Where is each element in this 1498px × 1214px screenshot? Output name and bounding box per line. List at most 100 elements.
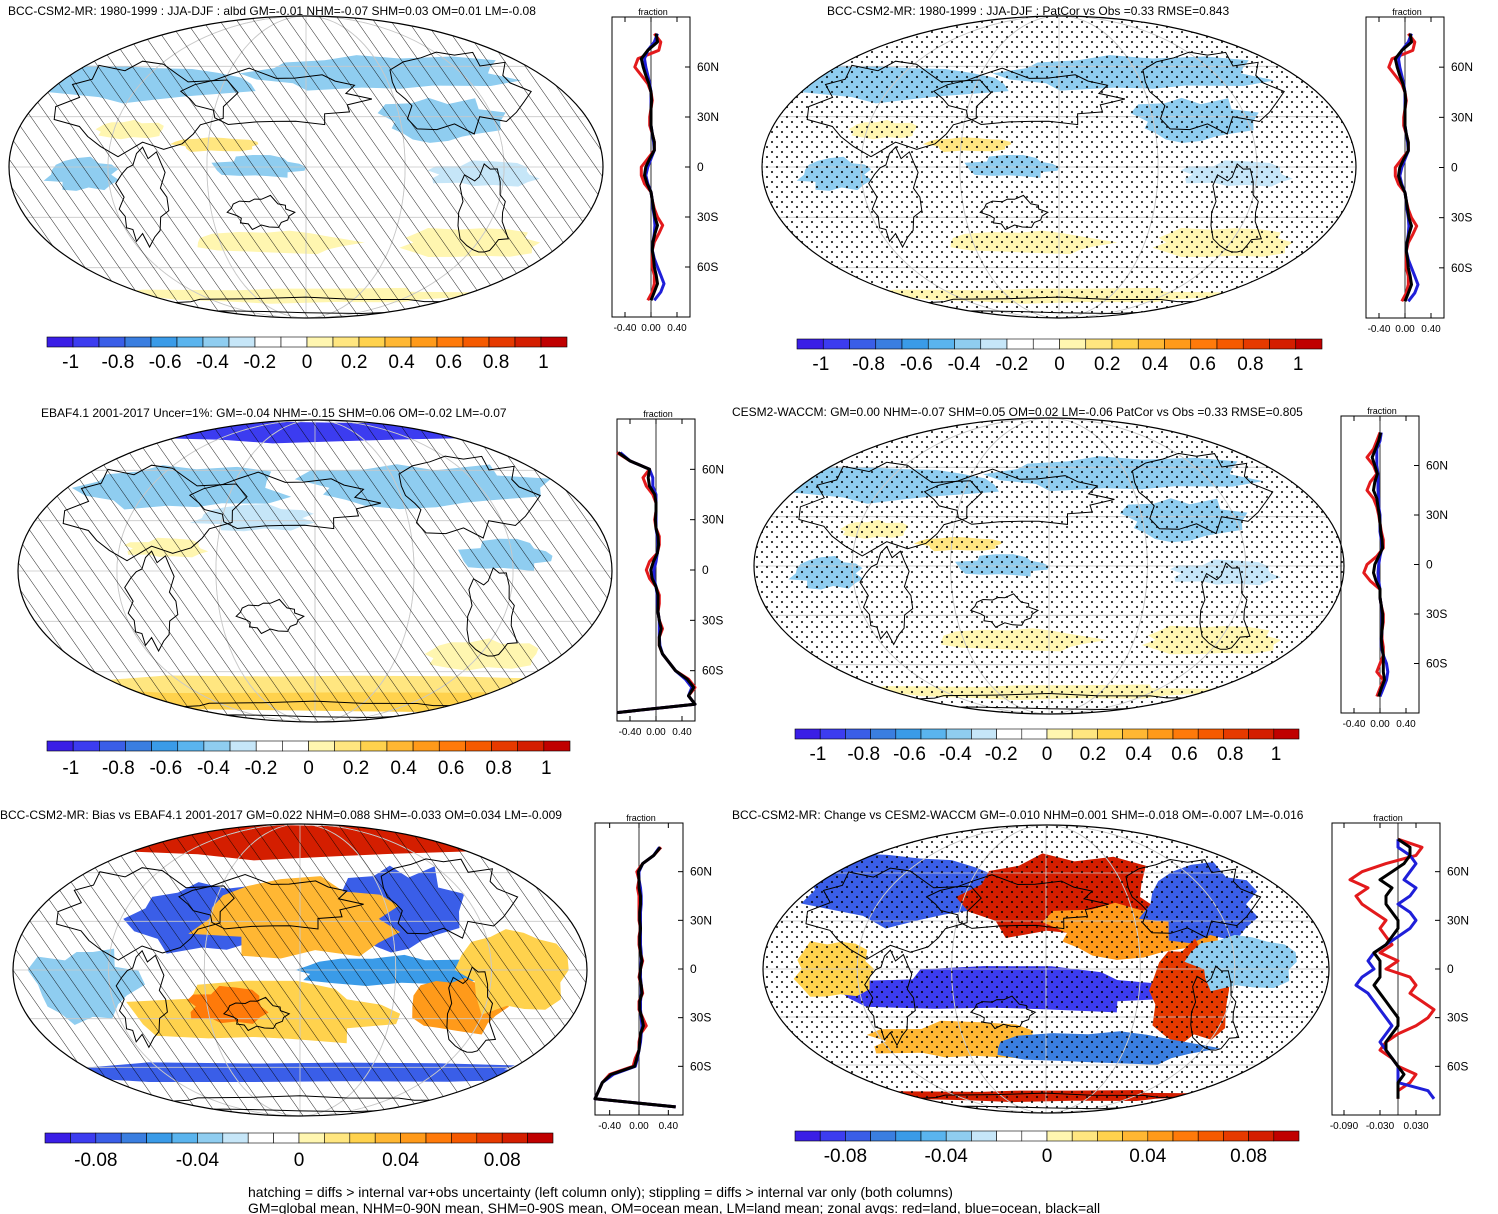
colorbar-swatch — [1172, 1130, 1199, 1142]
y-tick-label: 30N — [1426, 508, 1448, 522]
colorbar-label: 0.04 — [382, 1150, 419, 1171]
colorbar-label: -0.6 — [149, 352, 182, 373]
colorbar-swatch — [1164, 338, 1192, 350]
colorbar-label: -0.6 — [149, 758, 182, 779]
colorbar-swatch — [1273, 728, 1300, 740]
colorbar-swatch — [412, 740, 440, 752]
zonal-2: fraction 60N 30N 0 30S 60S -0.40 0.00 0.40 — [1365, 7, 1473, 335]
colorbar-label: -0.4 — [948, 354, 981, 375]
y-tick-label: 60N — [1426, 459, 1448, 473]
colorbar-label: 0.6 — [1189, 354, 1215, 375]
y-tick-label: 60N — [1447, 865, 1469, 879]
panel-5-title: BCC-CSM2-MR: Bias vs EBAF4.1 2001-2017 G… — [0, 808, 562, 822]
colorbar-swatch — [1172, 728, 1199, 740]
colorbar-swatch — [273, 1132, 300, 1144]
colorbar-swatch — [1111, 338, 1139, 350]
zonal-line-land — [593, 846, 676, 1109]
colorbar-label: 0.8 — [483, 352, 509, 373]
colorbar-swatch — [1071, 728, 1098, 740]
colorbar-swatch — [72, 740, 100, 752]
colorbar-swatch — [98, 336, 126, 348]
colorbar-swatch — [870, 1130, 897, 1142]
colorbar-swatch — [1197, 1130, 1224, 1142]
colorbar-swatch — [476, 1132, 503, 1144]
colorbar-swatch — [971, 1130, 997, 1142]
colorbar-swatch — [197, 1132, 224, 1144]
footer-line-2: GM=global mean, NHM=0-90N mean, SHM=0-90… — [248, 1200, 1100, 1214]
colorbar-swatch — [1223, 728, 1249, 740]
zonal-title: fraction — [638, 7, 668, 17]
x-tick-label: -0.40 — [598, 1121, 621, 1132]
colorbar-label: 0.08 — [484, 1150, 521, 1171]
colorbar-swatch — [306, 336, 334, 348]
colorbar-label: 0.08 — [1230, 1146, 1267, 1167]
colorbar-swatch — [794, 1130, 821, 1142]
x-tick-label: 0.40 — [1396, 719, 1416, 730]
colorbar-label: -0.04 — [925, 1146, 969, 1167]
colorbar-swatch — [1248, 1130, 1275, 1142]
hatching-overlay — [9, 16, 603, 318]
colorbar-swatch — [46, 740, 74, 752]
colorbar-label: 0.6 — [1171, 744, 1197, 765]
colorbar-swatch — [280, 336, 308, 348]
colorbar-swatch — [400, 1132, 427, 1144]
y-tick-label: 30S — [697, 210, 718, 224]
colorbar-label: 0 — [302, 352, 313, 373]
colorbar-label: -1 — [62, 352, 79, 373]
zonal-line-all — [1372, 837, 1412, 1099]
x-tick-label: -0.090 — [1330, 1121, 1359, 1132]
y-tick-label: 30N — [1451, 110, 1473, 124]
colorbar-label: 0.2 — [341, 352, 367, 373]
colorbar-swatch — [349, 1132, 376, 1144]
zonal-5: fraction 60N 30N 0 30S 60S -0.40 0.00 0.40 — [593, 813, 712, 1132]
colorbar-swatch — [203, 740, 231, 752]
x-tick-label: -0.40 — [1343, 719, 1366, 730]
colorbar-swatch — [99, 740, 126, 752]
colorbar-label: -0.8 — [102, 758, 135, 779]
zonal-line-all — [1393, 33, 1413, 302]
y-tick-label: 60S — [702, 664, 723, 678]
colorbar-swatch — [488, 336, 516, 348]
map-field — [762, 16, 1356, 318]
colorbar-3: -1 -0.8 -0.6 -0.4 -0.2 0 0.2 0.4 0.6 0.8 1 — [46, 740, 571, 779]
colorbar-swatch — [543, 740, 571, 752]
colorbar-label: -0.2 — [243, 352, 276, 373]
colorbar-label: -0.4 — [939, 744, 972, 765]
colorbar-swatch — [1071, 1130, 1098, 1142]
y-tick-label: 30S — [1451, 211, 1472, 225]
zonal-1: fraction 60N 30N 0 30S 60S -0.40 0.00 0.40 — [611, 7, 719, 334]
zonal-6: fraction 60N 30N 0 30S 60S -0.090 -0.030 0.030 — [1330, 813, 1469, 1132]
colorbar-swatch — [1021, 728, 1048, 740]
stippling-overlay — [762, 16, 1356, 318]
zonal-line-all — [639, 33, 659, 301]
x-tick-label: 0.00 — [1370, 719, 1390, 730]
colorbar-label: 1 — [1293, 354, 1304, 375]
panel-2-title: BCC-CSM2-MR: 1980-1999 : JJA-DJF : PatCo… — [827, 4, 1229, 18]
colorbar-swatch — [945, 728, 972, 740]
colorbar-label: 0.04 — [1129, 1146, 1166, 1167]
colorbar-swatch — [282, 740, 309, 752]
colorbar-swatch — [255, 740, 283, 752]
panel-6-title: BCC-CSM2-MR: Change vs CESM2-WACCM GM=-0… — [732, 808, 1304, 822]
colorbar-swatch — [1269, 338, 1297, 350]
colorbar-label: -0.2 — [985, 744, 1018, 765]
zonal-3: fraction 60N 30N 0 30S 60S -0.40 0.00 0.40 — [616, 409, 724, 738]
y-tick-label: 60N — [697, 60, 719, 74]
colorbar-label: 0.4 — [388, 352, 415, 373]
y-tick-label: 30S — [1426, 607, 1447, 621]
map-4 — [753, 417, 1345, 715]
colorbar-label: 1 — [541, 758, 552, 779]
map-border — [761, 15, 1357, 319]
colorbar-swatch — [254, 336, 282, 348]
panel-2: BCC-CSM2-MR: 1980-1999 : JJA-DJF : PatCo… — [761, 4, 1473, 375]
x-tick-label: 0.40 — [659, 1121, 679, 1132]
colorbar-swatch — [374, 1132, 401, 1144]
zonal-line-land — [1348, 837, 1436, 1099]
colorbar-swatch — [1273, 1130, 1300, 1142]
colorbar-label: -1 — [812, 354, 829, 375]
colorbar-swatch — [1147, 1130, 1174, 1142]
colorbar-swatch — [1122, 728, 1149, 740]
colorbar-label: 0.6 — [438, 758, 464, 779]
map-5 — [12, 823, 588, 1117]
